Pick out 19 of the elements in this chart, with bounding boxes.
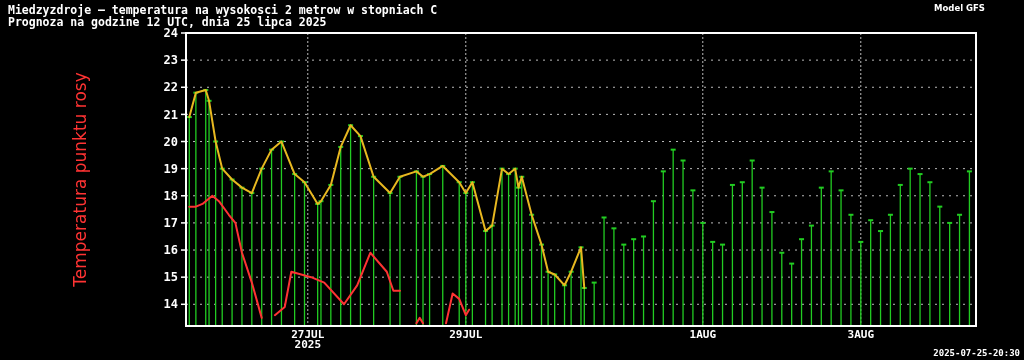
text: Model GFS [934, 3, 985, 13]
x-tick-label: 27JUL 2025 [291, 328, 325, 351]
y-tick-label: 18 [163, 188, 178, 203]
y-tick-label: 23 [163, 53, 178, 68]
y-tick-label: 21 [163, 107, 178, 122]
text: 2025-07-25-20:30 [933, 348, 1020, 358]
x-tick-label: 3AUG [847, 328, 875, 341]
y-tick-label: 16 [163, 243, 178, 258]
y-tick-label: 14 [163, 297, 178, 312]
y-tick-label: 20 [163, 134, 178, 149]
x-tick-label: 29JUL [449, 328, 483, 341]
y-tick-label: 24 [163, 26, 178, 41]
chart-title: Miedzyzdroje — temperatura na wysokosci 2 metrow w stopniach C [8, 3, 438, 17]
y-tick-label: 17 [163, 216, 178, 231]
y-tick-label: 19 [163, 161, 178, 176]
y-tick-label: 15 [163, 270, 178, 285]
text: Temperatura punktu rosy [69, 72, 90, 288]
x-tick-label: 1AUG [689, 328, 717, 341]
y-tick-label: 22 [163, 80, 178, 95]
